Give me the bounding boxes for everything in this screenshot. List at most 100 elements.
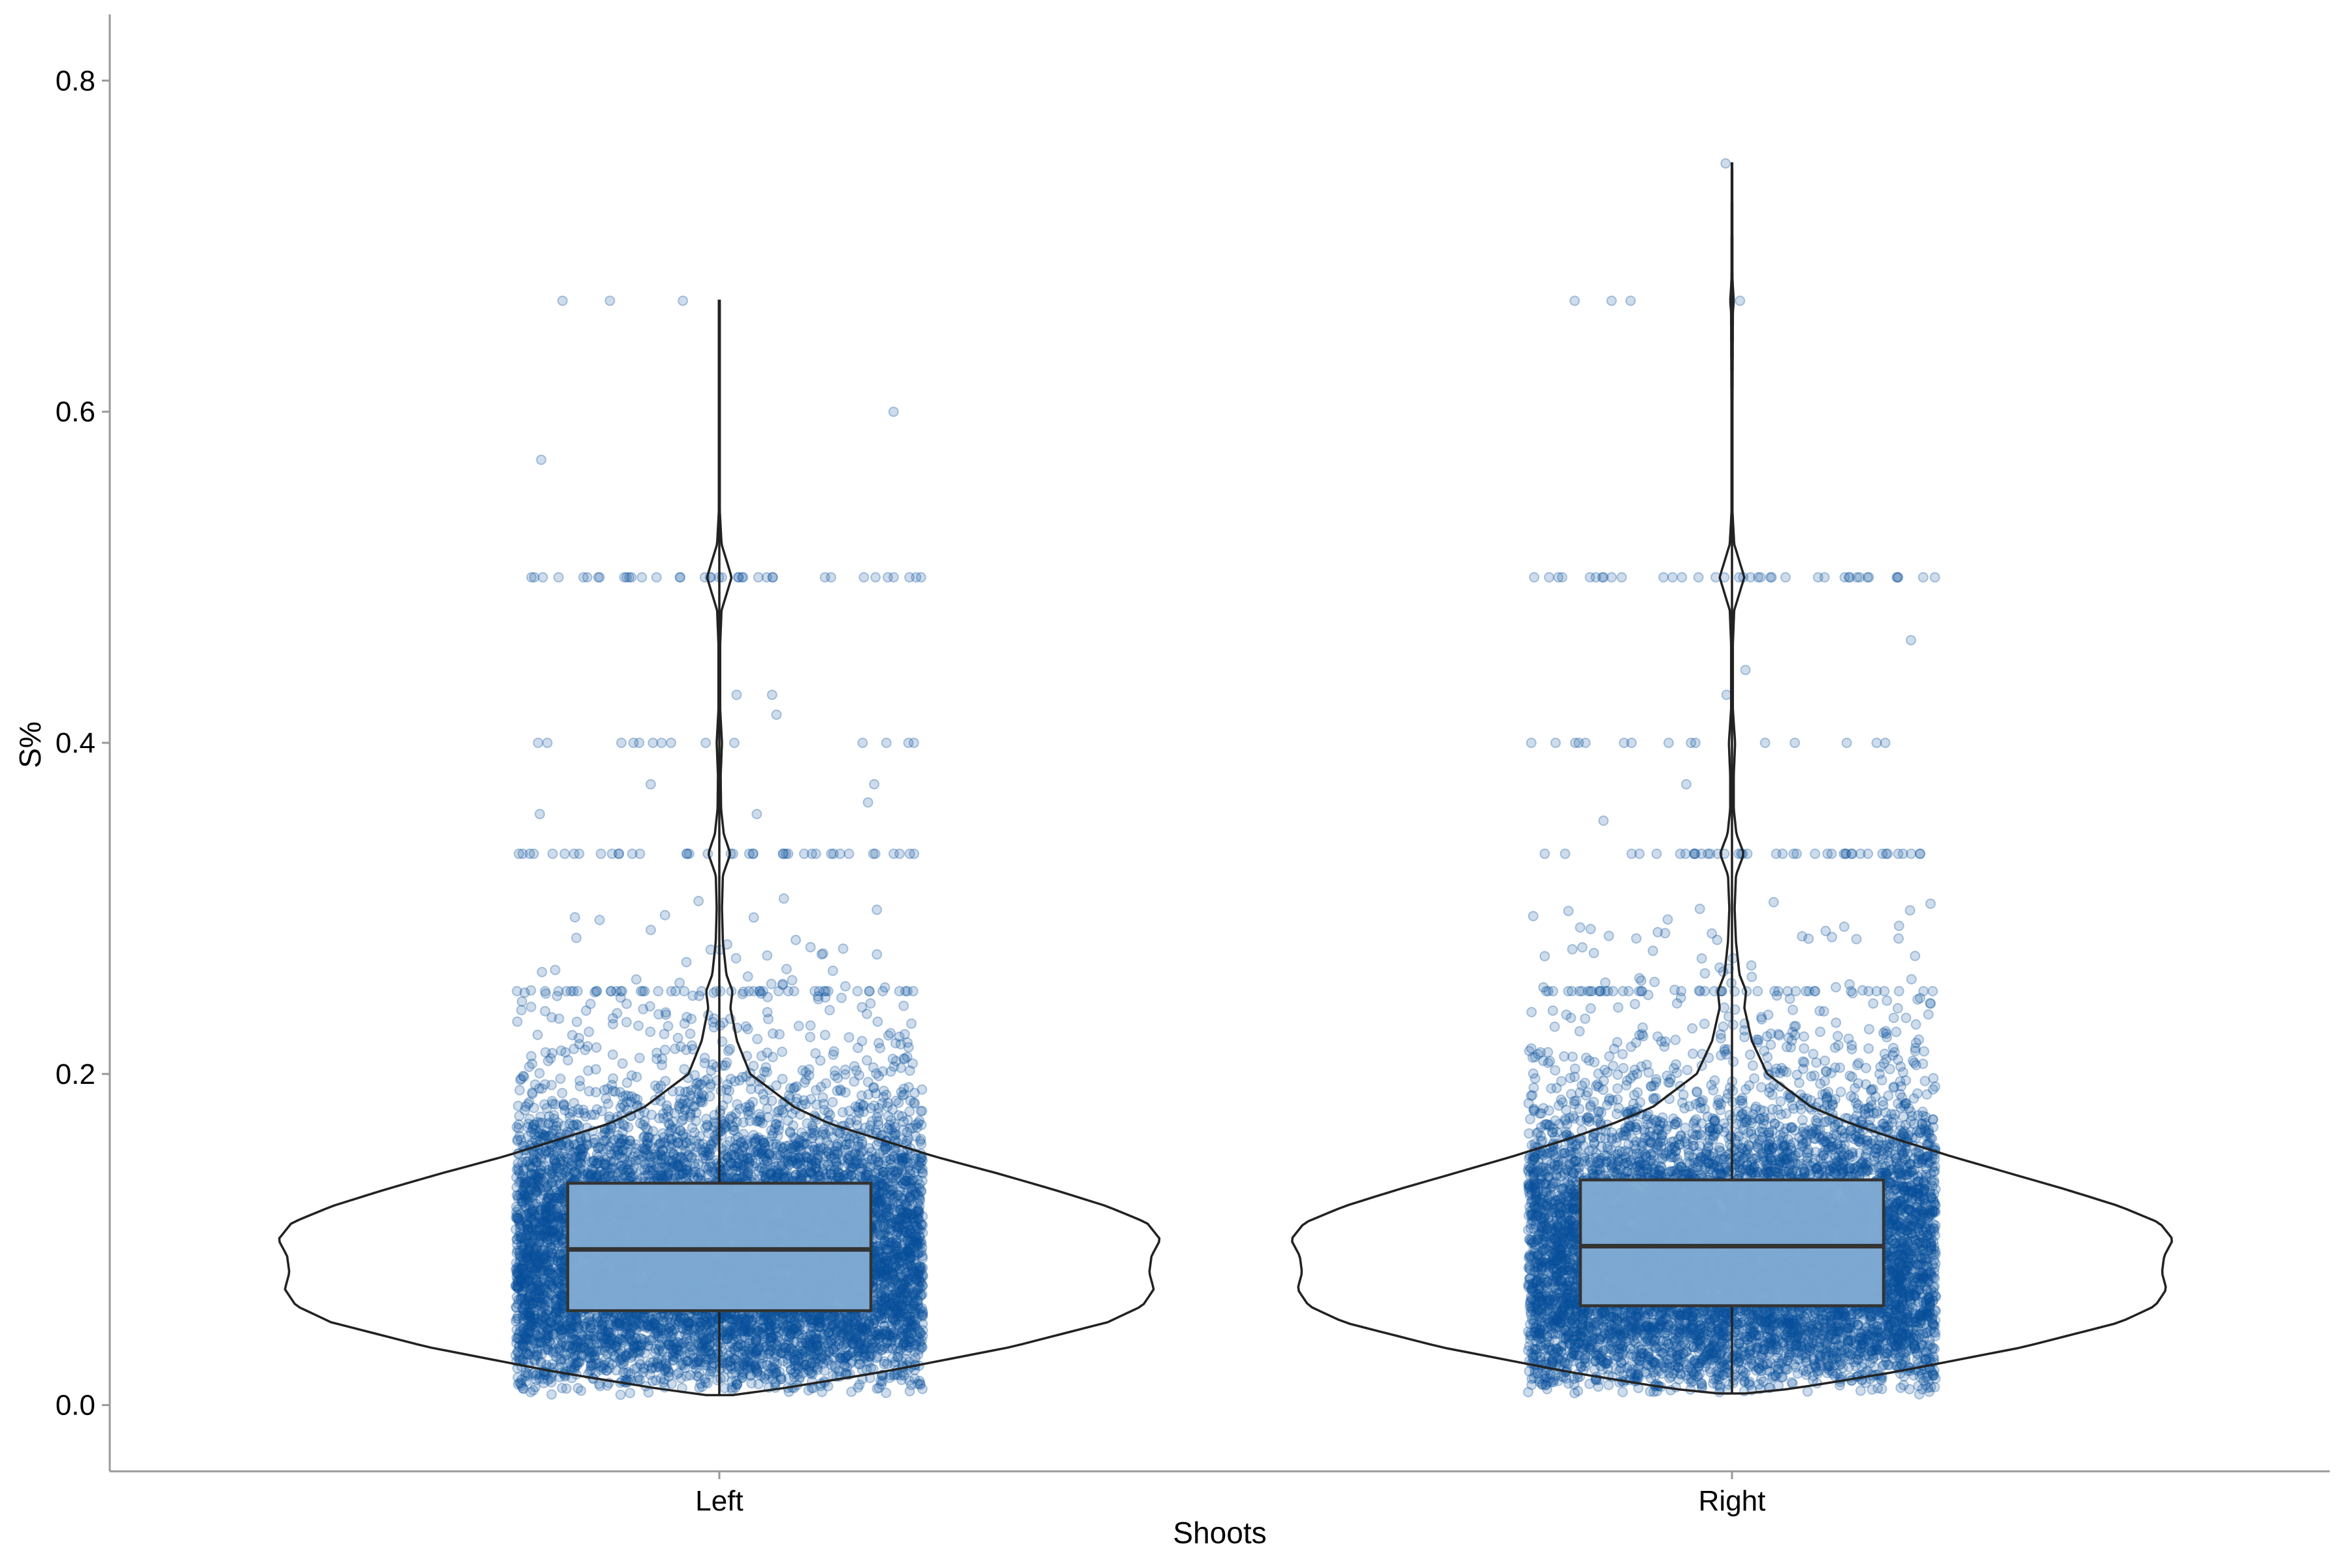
- data-point: [881, 1388, 892, 1398]
- data-point: [853, 1345, 864, 1356]
- data-point: [693, 896, 704, 907]
- data-point: [913, 1326, 924, 1337]
- data-point: [915, 1135, 926, 1147]
- data-point: [678, 1128, 689, 1139]
- data-point: [512, 1016, 523, 1027]
- data-point: [912, 1175, 923, 1186]
- data-point: [619, 1120, 630, 1131]
- data-point: [532, 1257, 544, 1268]
- data-point: [670, 1124, 681, 1135]
- data-point: [521, 1348, 532, 1360]
- data-point: [594, 915, 605, 926]
- data-point: [533, 1281, 544, 1292]
- data-point: [528, 1303, 539, 1314]
- data-point: [813, 1166, 824, 1177]
- data-point: [632, 1372, 644, 1383]
- data-point: [777, 1046, 788, 1057]
- data-point: [536, 966, 547, 977]
- data-point: [907, 1293, 918, 1304]
- data-point: [766, 1333, 777, 1343]
- data-point: [787, 975, 798, 986]
- data-point: [898, 1289, 909, 1300]
- data-point: [832, 1085, 843, 1096]
- data-point: [634, 1053, 645, 1064]
- data-point: [515, 1326, 526, 1337]
- data-point: [654, 1113, 664, 1124]
- data-point: [857, 1002, 868, 1013]
- data-point: [576, 1330, 587, 1341]
- data-point: [541, 1327, 552, 1337]
- data-point: [913, 1224, 924, 1235]
- data-point: [899, 1239, 910, 1250]
- data-point: [737, 1369, 747, 1380]
- data-point: [606, 1149, 617, 1160]
- data-point: [516, 1005, 527, 1016]
- data-point: [802, 1331, 813, 1343]
- data-point: [885, 1225, 896, 1235]
- data-point: [875, 1215, 886, 1226]
- data-point: [894, 1307, 906, 1318]
- data-point: [759, 1166, 770, 1177]
- data-point: [521, 1367, 531, 1378]
- data-point: [600, 1093, 612, 1104]
- data-point: [743, 1346, 755, 1357]
- data-point: [824, 1005, 835, 1016]
- data-point: [551, 990, 563, 1002]
- data-point: [878, 1221, 889, 1232]
- data-point: [617, 1058, 628, 1069]
- data-point: [894, 1204, 906, 1215]
- data-point: [791, 934, 801, 945]
- data-point: [529, 1102, 540, 1113]
- data-point: [571, 932, 582, 943]
- data-point: [534, 1285, 546, 1296]
- data-point: [540, 1047, 551, 1058]
- data-point: [525, 1002, 536, 1013]
- data-point: [681, 956, 692, 968]
- data-point: [532, 1250, 544, 1262]
- data-point: [861, 1326, 872, 1337]
- data-point: [669, 1324, 680, 1335]
- data-point: [572, 1341, 583, 1352]
- data-point: [827, 965, 838, 976]
- data-point: [643, 1387, 654, 1398]
- data-point: [759, 1331, 769, 1342]
- data-point: [615, 1389, 626, 1400]
- data-point: [877, 1167, 889, 1177]
- data-point: [902, 1245, 913, 1256]
- data-point: [516, 996, 527, 1007]
- data-point: [570, 912, 580, 923]
- data-point: [540, 1203, 551, 1214]
- data-point: [819, 1030, 830, 1041]
- data-point: [667, 1343, 678, 1354]
- data-point: [591, 1042, 602, 1053]
- data-point: [679, 1313, 690, 1324]
- data-point: [908, 1181, 919, 1192]
- data-point: [679, 1064, 690, 1075]
- data-point: [734, 1333, 745, 1345]
- data-point: [657, 1162, 668, 1173]
- data-point: [754, 1327, 765, 1338]
- data-point: [745, 1152, 756, 1164]
- data-point: [685, 1028, 696, 1039]
- data-point: [898, 1000, 909, 1011]
- data-point: [759, 1342, 770, 1353]
- data-point: [595, 1380, 606, 1392]
- data-point: [830, 1066, 840, 1077]
- data-point: [744, 1335, 755, 1346]
- data-point: [651, 1161, 662, 1172]
- data-point: [902, 1247, 913, 1258]
- data-point: [675, 1169, 686, 1180]
- data-point: [571, 1017, 582, 1027]
- data-point: [517, 1333, 529, 1344]
- data-point: [742, 971, 753, 982]
- data-point: [544, 1164, 554, 1175]
- data-point: [811, 1085, 821, 1096]
- data-point: [630, 974, 642, 985]
- data-point: [805, 1020, 816, 1031]
- data-point: [872, 949, 883, 960]
- data-point: [770, 1322, 781, 1333]
- data-point: [904, 1386, 915, 1397]
- data-point: [532, 1176, 544, 1187]
- data-point: [513, 1213, 524, 1224]
